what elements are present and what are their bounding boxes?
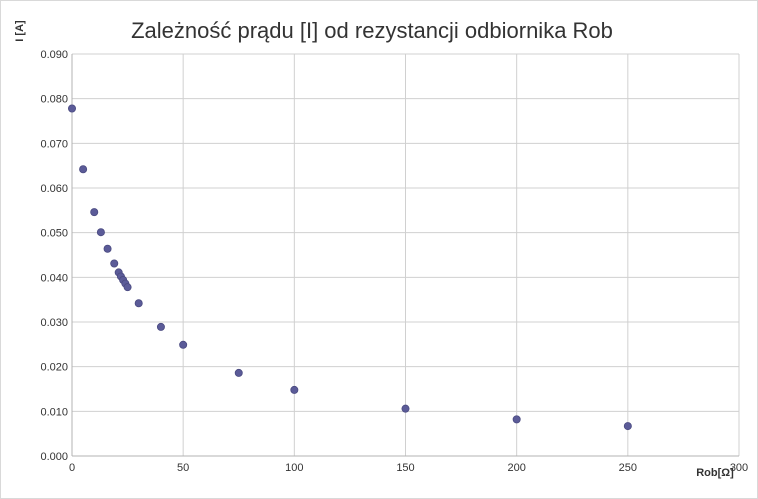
y-tick-label: 0.090 [40,49,68,61]
data-point [110,259,119,268]
y-tick-label: 0.060 [40,183,68,195]
y-tick-label: 0.070 [40,138,68,150]
axes [71,54,739,457]
data-point [156,322,165,331]
y-tick-label: 0.080 [40,94,68,106]
chart-title: Zależność prądu [I] od rezystancji odbio… [131,18,613,43]
x-tick-label: 0 [69,462,75,474]
data-point [123,283,132,292]
x-tick-label: 300 [730,462,748,474]
data-point [623,422,632,431]
data-point [179,340,188,349]
y-tick-label: 0.040 [40,272,68,284]
tick-labels: 0.000 0.010 0.020 0.030 0.040 0.050 0.060 0.070… [40,49,748,474]
y-axis-label: I [A] [14,20,26,42]
x-tick-label: 50 [177,462,189,474]
data-point [512,415,521,424]
x-tick-label: 250 [619,462,637,474]
x-tick-label: 100 [285,462,303,474]
data-point [401,404,410,413]
y-tick-label: 0.050 [40,228,68,240]
data-point [90,208,99,217]
data-point [134,299,143,308]
data-point [234,368,243,377]
data-point [79,165,88,174]
y-tick-label: 0.030 [40,317,68,329]
grid-lines [72,53,740,456]
data-point [103,244,112,253]
y-tick-label: 0.000 [40,451,68,463]
data-points [68,104,632,431]
data-point [68,104,77,113]
y-tick-label: 0.020 [40,362,68,374]
data-point [290,385,299,394]
y-tick-label: 0.010 [40,406,68,418]
x-tick-label: 150 [396,462,414,474]
x-tick-label: 200 [507,462,525,474]
x-axis-label: Rob[Ω] [696,467,734,479]
data-point [96,228,105,237]
